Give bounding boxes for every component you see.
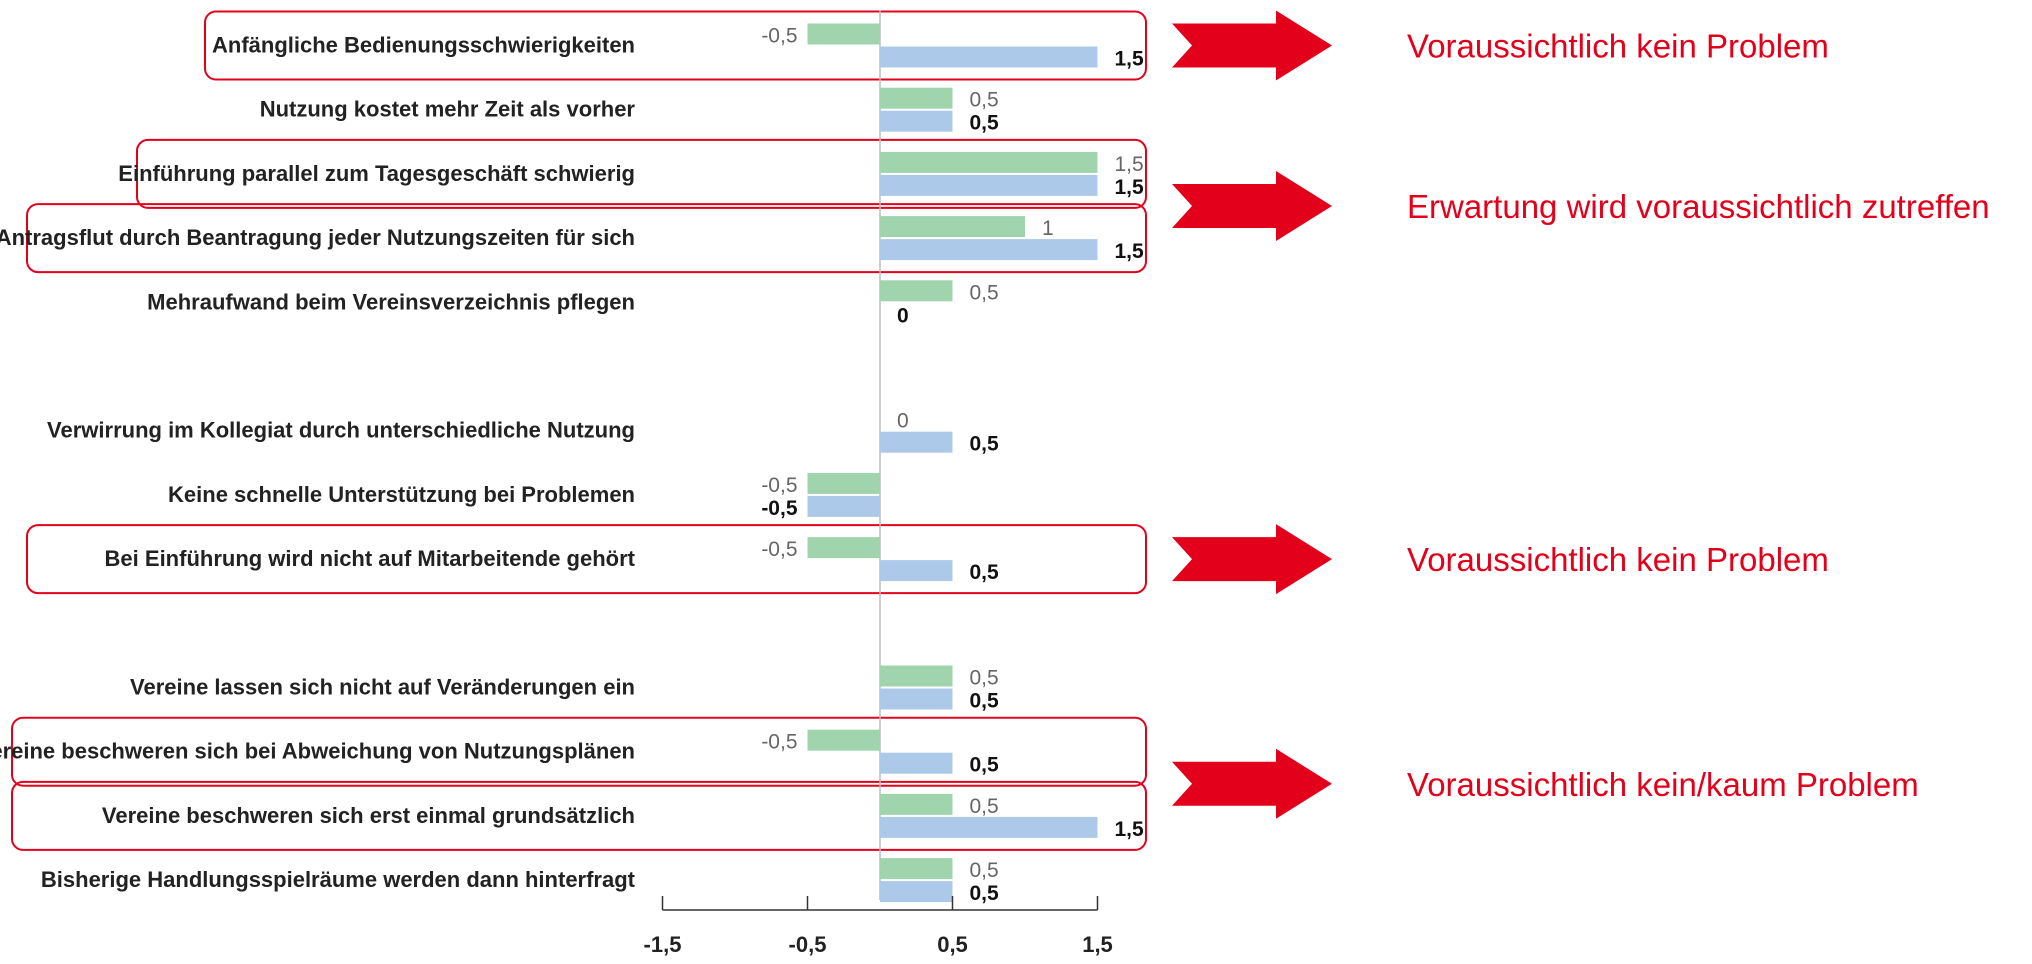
arrow-icon	[1172, 748, 1332, 819]
data-label: -0,5	[761, 731, 797, 754]
labels: Anfängliche Bedienungsschwierigkeiten -0,…	[0, 25, 1144, 906]
x-tick-label: 1,5	[1082, 932, 1113, 957]
data-label: -0,5	[761, 474, 797, 497]
bar	[807, 472, 880, 494]
data-label: 1,5	[1115, 818, 1145, 841]
bar	[880, 151, 1098, 173]
data-label: 1,5	[1115, 48, 1145, 71]
category-label: Vereine beschweren sich erst einmal grun…	[102, 803, 635, 828]
highlight-box	[11, 780, 1147, 851]
bar	[807, 23, 880, 45]
category-label: Bei Einführung wird nicht auf Mitarbeite…	[105, 546, 636, 571]
data-label: -0,5	[761, 25, 797, 48]
bar	[880, 239, 1098, 261]
data-label: 1,5	[1115, 153, 1144, 176]
arrow-icon	[1172, 171, 1332, 241]
bar	[880, 174, 1098, 196]
highlight-boxes	[11, 10, 1147, 851]
data-label: -0,5	[761, 497, 798, 520]
category-label: Anfängliche Bedienungsschwierigkeiten	[212, 33, 635, 58]
bar	[807, 537, 880, 559]
data-label: 0,5	[970, 795, 999, 818]
data-label: 0,5	[970, 754, 1000, 777]
category-label: Mehraufwand beim Vereinsverzeichnis pfle…	[147, 289, 635, 314]
highlight-box	[136, 138, 1147, 209]
highlight-box	[26, 203, 1147, 274]
bar	[880, 110, 953, 132]
highlight-box	[26, 524, 1147, 595]
data-label: 0	[897, 410, 909, 433]
annotation-text: Voraussichtlich kein/kaum Problem	[1407, 766, 1919, 803]
bar	[807, 495, 880, 517]
bar	[880, 688, 953, 710]
highlight-box	[204, 10, 1147, 81]
bar	[880, 560, 953, 582]
data-label: 1	[1042, 217, 1054, 240]
arrow-icon	[1172, 524, 1332, 595]
annotations: Voraussichtlich kein Problem Erwartung wi…	[1172, 10, 1990, 819]
data-label: 0,5	[970, 859, 999, 882]
data-label: 0,5	[970, 112, 1000, 135]
bar	[880, 752, 953, 774]
category-label: Nutzung kostet mehr Zeit als vorher	[260, 97, 636, 122]
data-label: 1,5	[1115, 240, 1145, 263]
data-label: 0,5	[970, 667, 999, 690]
data-label: 1,5	[1115, 176, 1145, 199]
category-label: Einführung parallel zum Tagesgeschäft sc…	[118, 161, 635, 186]
bar	[880, 46, 1098, 68]
data-label: 0,5	[970, 882, 1000, 905]
data-label: 0,5	[970, 561, 1000, 584]
category-label: Verwirrung im Kollegiat durch unterschie…	[47, 418, 635, 443]
bar	[880, 665, 953, 687]
annotation-text: Voraussichtlich kein Problem	[1407, 541, 1829, 578]
bars	[807, 23, 1098, 903]
bar	[880, 431, 953, 453]
x-tick-label: 0,5	[937, 932, 968, 957]
bar	[880, 87, 953, 109]
category-label: Bisherige Handlungsspielräume werden dan…	[41, 867, 636, 892]
bar	[880, 858, 953, 880]
bar	[880, 793, 953, 815]
data-label: -0,5	[761, 538, 797, 561]
data-label: 0,5	[970, 89, 999, 112]
x-axis: -1,5 -0,5 0,5 1,5	[644, 896, 1113, 957]
data-label: 0,5	[970, 690, 1000, 713]
x-tick-label: -1,5	[644, 932, 682, 957]
bar	[880, 816, 1098, 838]
annotation-text: Voraussichtlich kein Problem	[1407, 28, 1829, 65]
bar	[807, 729, 880, 751]
category-label: Keine schnelle Unterstützung bei Problem…	[168, 482, 635, 507]
data-label: 0,5	[970, 281, 999, 304]
category-label: Vereine beschweren sich bei Abweichung v…	[0, 739, 635, 764]
data-label: 0	[897, 304, 909, 327]
bar	[880, 881, 953, 903]
arrow-icon	[1172, 10, 1332, 81]
x-tick-label: -0,5	[789, 932, 827, 957]
annotation-text: Erwartung wird voraussichtlich zutreffen	[1407, 188, 1990, 225]
bar	[880, 216, 1025, 238]
category-label: Antragsflut durch Beantragung jeder Nutz…	[0, 225, 635, 250]
bar	[880, 280, 953, 302]
category-label: Vereine lassen sich nicht auf Veränderun…	[130, 675, 635, 700]
data-label: 0,5	[970, 433, 1000, 456]
highlight-box	[11, 716, 1147, 787]
